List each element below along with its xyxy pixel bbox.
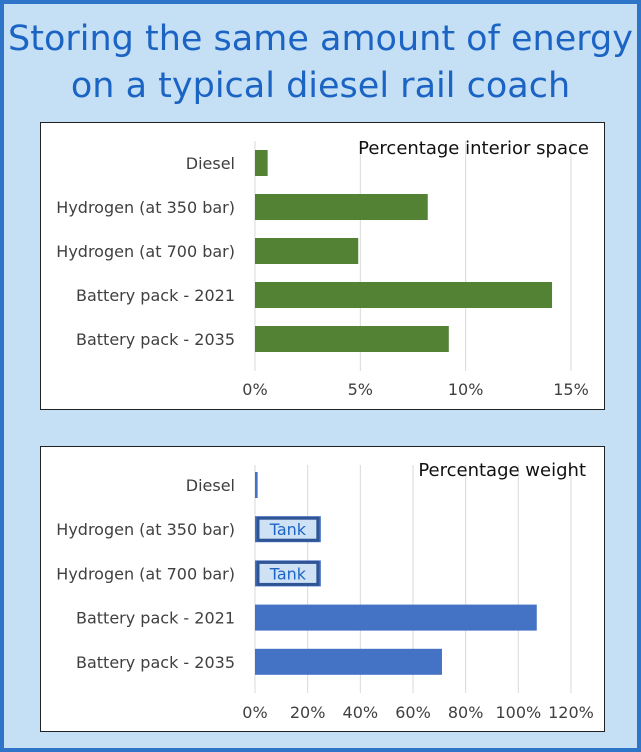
- bar: [255, 604, 537, 631]
- tick-label: 60%: [395, 703, 431, 722]
- tick-label: 40%: [343, 703, 379, 722]
- category-label: Battery pack - 2035: [76, 653, 235, 672]
- category-label: Battery pack - 2021: [76, 609, 235, 628]
- title-line-2: on a typical diesel rail coach: [70, 66, 571, 106]
- bar: [255, 282, 553, 308]
- category-label: Diesel: [186, 154, 235, 173]
- bar: [255, 238, 359, 264]
- tick-label: 20%: [290, 703, 326, 722]
- bar: [255, 648, 442, 675]
- chart-title: Percentage weight: [418, 460, 586, 481]
- bar: [255, 194, 428, 220]
- category-label: Hydrogen (at 700 bar): [56, 564, 235, 583]
- category-label: Hydrogen (at 350 bar): [56, 198, 235, 217]
- interior-space-chart-svg: Percentage interior space Diesel Hydrogen …: [56, 138, 589, 399]
- bar: [255, 472, 258, 498]
- title-line-1: Storing the same amount of energy: [8, 19, 633, 59]
- tick-label: 80%: [448, 703, 484, 722]
- tank-box: [256, 516, 320, 542]
- category-label: Hydrogen (at 700 bar): [56, 242, 235, 261]
- interior-space-chart: Percentage interior space Diesel Hydrogen …: [40, 122, 605, 410]
- tick-label: 10%: [448, 380, 484, 399]
- tick-label: 15%: [553, 380, 589, 399]
- bar: [255, 150, 268, 176]
- chart-title: Percentage interior space: [358, 138, 589, 159]
- tank-label: Tank: [269, 520, 307, 539]
- slide-title: Storing the same amount of energy on a t…: [4, 16, 637, 110]
- tank-box: [256, 560, 320, 586]
- weight-chart-svg: Percentage weight Diesel Hydrogen (at 350 …: [56, 460, 594, 722]
- bar: [255, 326, 449, 352]
- tick-label: 5%: [348, 380, 373, 399]
- category-label: Battery pack - 2035: [76, 330, 235, 349]
- weight-chart: Percentage weight Diesel Hydrogen (at 350 …: [40, 446, 605, 732]
- category-label: Hydrogen (at 350 bar): [56, 520, 235, 539]
- tick-label: 120%: [548, 703, 594, 722]
- category-label: Diesel: [186, 476, 235, 495]
- category-label: Battery pack - 2021: [76, 286, 235, 305]
- tick-label: 100%: [495, 703, 541, 722]
- tick-label: 0%: [242, 703, 267, 722]
- tank-label: Tank: [269, 564, 307, 583]
- tick-label: 0%: [242, 380, 267, 399]
